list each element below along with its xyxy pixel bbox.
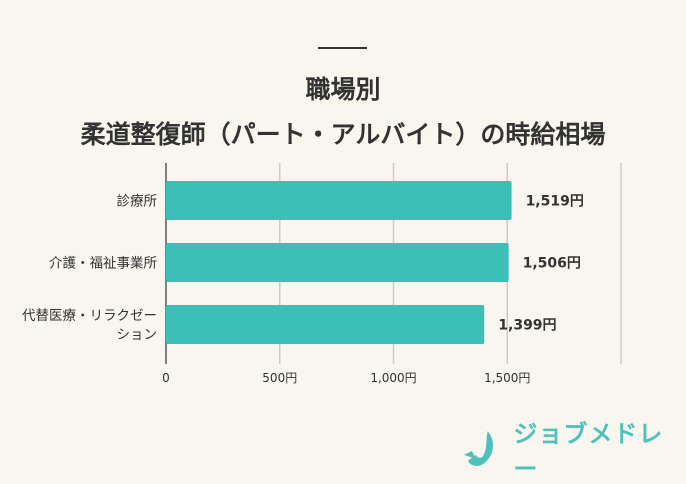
bar	[166, 181, 512, 220]
category-label: ション	[117, 327, 158, 343]
chart-title-line2: 柔道整復師（パート・アルバイト）の時給相場	[80, 120, 606, 149]
bar	[166, 305, 485, 344]
logo-text: ジョブメドレー	[513, 420, 664, 483]
x-tick-label: 500円	[262, 371, 297, 385]
logo: ジョブメドレー	[462, 414, 686, 484]
data-label: 1,399円	[498, 318, 556, 334]
title-rule	[318, 47, 367, 49]
bar	[166, 243, 509, 282]
data-label: 1,506円	[523, 256, 581, 272]
x-tick-label: 0	[162, 371, 170, 385]
logo-icon	[463, 431, 493, 466]
category-label: 代替医療・リラクゼー	[22, 307, 157, 324]
bar-chart: 0 500円 1,000円 1,500円 1,519円 診療所 1,506円 介護・福祉事業所…	[22, 163, 622, 385]
category-label: 診療所	[117, 193, 158, 210]
x-tick-label: 1,000円	[370, 371, 416, 385]
chart-title-line1: 職場別	[305, 75, 381, 104]
data-label: 1,519円	[526, 194, 584, 210]
category-label: 介護・福祉事業所	[49, 256, 157, 272]
x-tick-label: 1,500円	[484, 371, 530, 385]
